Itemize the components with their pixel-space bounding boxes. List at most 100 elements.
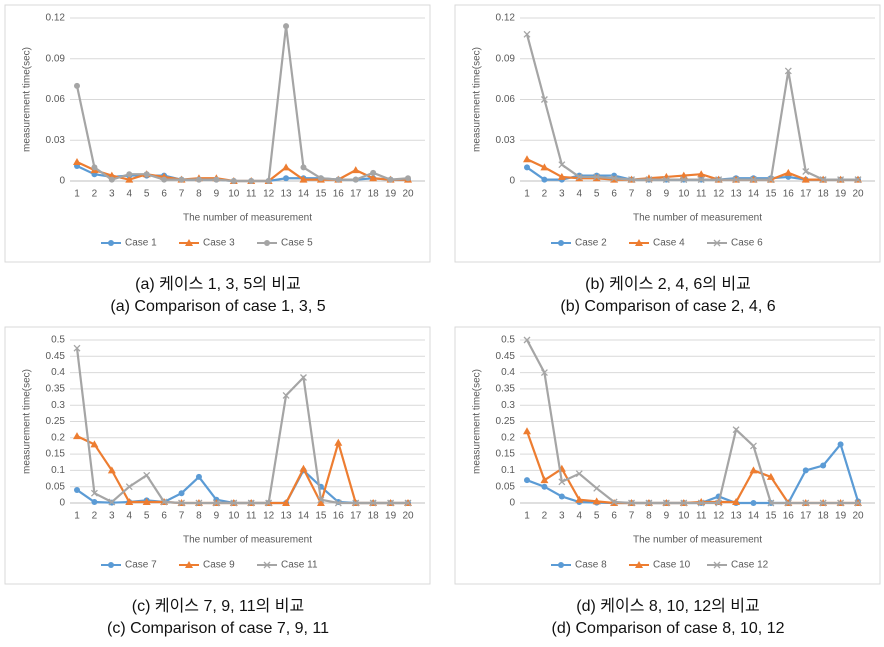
data-point <box>160 498 168 506</box>
data-point <box>107 466 116 474</box>
caption-en: (c) Comparison of case 7, 9, 11 <box>107 620 329 637</box>
legend-label: Case 10 <box>653 560 691 571</box>
legend-marker <box>108 240 114 246</box>
x-tick-label: 7 <box>629 511 635 522</box>
legend-marker <box>635 239 643 246</box>
y-tick-label: 0.09 <box>496 53 516 64</box>
data-point <box>541 483 548 490</box>
data-point <box>230 178 237 184</box>
x-tick-label: 4 <box>126 189 132 200</box>
data-point <box>592 497 601 505</box>
data-point <box>299 464 308 472</box>
panel-border <box>454 4 881 263</box>
panel-border <box>4 4 431 263</box>
data-point <box>282 499 291 506</box>
data-point <box>334 438 343 446</box>
data-point <box>369 499 377 507</box>
x-tick-label: 3 <box>559 189 565 200</box>
data-point <box>265 499 273 507</box>
x-tick-label: 18 <box>818 511 830 522</box>
data-point <box>575 470 583 478</box>
x-tick-label: 1 <box>74 511 80 522</box>
y-tick-label: 0.45 <box>46 351 66 362</box>
caption-ko: (b) 케이스 2, 4, 6의 비교 <box>585 275 751 293</box>
data-point <box>854 499 862 507</box>
y-tick-label: 0.5 <box>51 335 65 346</box>
data-point <box>802 499 810 507</box>
data-point <box>404 499 412 507</box>
data-point <box>230 499 238 507</box>
caption-ko: (c) 케이스 7, 9, 11의 비교 <box>132 597 305 615</box>
data-point <box>74 82 80 89</box>
legend-label: Case 7 <box>125 560 157 571</box>
legend-label: Case 6 <box>731 238 763 249</box>
x-tick-label: 9 <box>664 189 670 200</box>
x-tick-label: 14 <box>748 511 760 522</box>
x-tick-label: 20 <box>852 189 864 200</box>
data-point <box>352 176 359 183</box>
x-tick-label: 11 <box>696 189 707 200</box>
y-tick-label: 0 <box>509 176 515 187</box>
legend-marker <box>713 239 721 247</box>
data-point <box>575 495 584 503</box>
x-tick-label: 6 <box>611 189 617 200</box>
x-tick-label: 7 <box>629 189 635 200</box>
x-tick-label: 16 <box>333 511 345 522</box>
data-point <box>317 496 325 504</box>
data-point <box>610 498 618 506</box>
data-point <box>248 178 255 184</box>
y-axis-label: measurement time(sec) <box>22 369 33 474</box>
x-axis-label: The number of measurement <box>633 213 762 224</box>
data-point <box>784 168 793 176</box>
x-tick-label: 6 <box>161 511 167 522</box>
data-point <box>90 440 99 448</box>
x-tick-label: 17 <box>350 511 362 522</box>
y-tick-label: 0 <box>59 498 65 509</box>
x-tick-label: 20 <box>402 511 414 522</box>
y-tick-label: 0.3 <box>51 400 65 411</box>
data-point <box>662 176 670 184</box>
data-point <box>125 483 133 491</box>
y-tick-label: 0.15 <box>496 449 516 460</box>
data-point <box>750 442 757 450</box>
data-point <box>680 176 688 184</box>
y-tick-label: 0 <box>59 176 65 187</box>
legend-label: Case 9 <box>203 560 235 571</box>
data-point <box>540 476 549 484</box>
data-point <box>645 499 653 507</box>
x-tick-label: 12 <box>713 189 725 200</box>
x-axis-label: The number of measurement <box>633 535 762 546</box>
x-tick-label: 2 <box>92 189 98 200</box>
x-tick-label: 3 <box>559 511 565 522</box>
data-point <box>575 173 583 181</box>
data-point <box>524 164 530 171</box>
x-tick-label: 17 <box>800 189 812 200</box>
x-tick-label: 4 <box>576 189 582 200</box>
data-point <box>107 171 116 179</box>
data-point <box>732 426 740 434</box>
legend-marker <box>185 239 193 246</box>
y-tick-label: 0.4 <box>501 367 515 378</box>
y-tick-label: 0.05 <box>496 481 516 492</box>
x-tick-label: 10 <box>678 189 690 200</box>
caption-en: (a) Comparison of case 1, 3, 5 <box>110 298 325 315</box>
x-tick-label: 19 <box>385 511 397 522</box>
legend-marker <box>108 562 114 568</box>
x-tick-label: 13 <box>730 189 742 200</box>
data-point <box>784 499 792 507</box>
x-tick-label: 20 <box>852 511 864 522</box>
data-point <box>732 176 740 184</box>
x-axis-label: The number of measurement <box>183 213 312 224</box>
y-tick-label: 0.15 <box>46 449 66 460</box>
x-tick-label: 2 <box>92 511 98 522</box>
data-point <box>352 499 360 507</box>
data-point <box>282 163 291 171</box>
x-tick-label: 14 <box>298 189 310 200</box>
data-point <box>540 369 548 377</box>
x-tick-label: 5 <box>144 189 150 200</box>
x-tick-label: 19 <box>835 511 847 522</box>
data-point <box>213 176 220 183</box>
x-tick-label: 13 <box>280 511 292 522</box>
data-point <box>523 155 531 163</box>
